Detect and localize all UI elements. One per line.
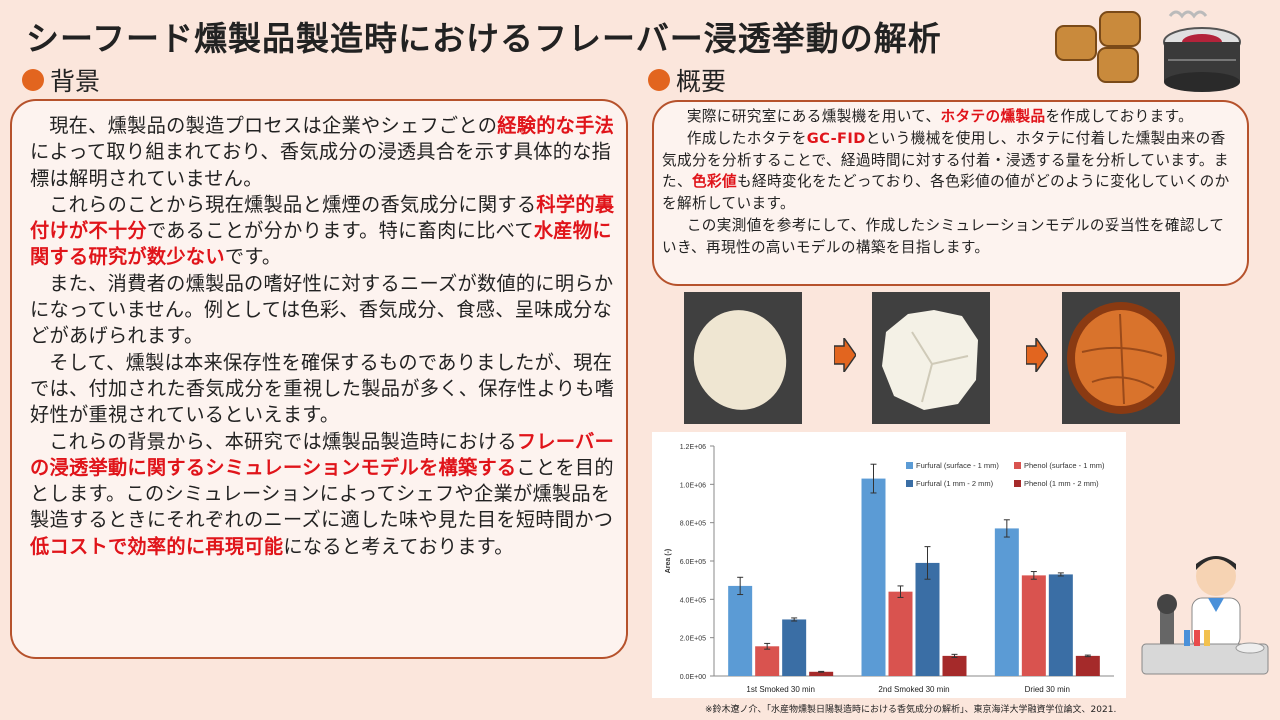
emphasized-text: 科学的裏付けが不十分 — [30, 192, 615, 243]
text-segment: 実際に研究室にある燻製機を用いて、 — [686, 108, 941, 125]
legend-swatch — [1014, 480, 1021, 487]
background-heading: 背景 — [22, 62, 100, 98]
smoker-pot-icon — [1163, 10, 1241, 92]
chart-svg: 0.0E+00 2.0E+05 4.0E+05 6.0E+05 8.0E+05 1.0E+… — [665, 444, 1114, 694]
y-axis-label: Area (-) — [665, 549, 672, 574]
paragraph: また、消費者の燻製品の嗜好性に対するニーズが数値的に明らかになっていません。例と… — [30, 271, 616, 350]
text-segment: を作成しております。 — [1045, 108, 1194, 125]
y-tick-label: 8.0E+05 — [680, 521, 706, 528]
emphasized-text: 水産物に関する研究が数少ない — [30, 219, 612, 269]
text-segment: 現在、燻製品の製造プロセスは企業やシェフごとの — [49, 114, 498, 137]
overview-heading: 概要 — [648, 62, 726, 98]
area-bar-chart: 0.0E+00 2.0E+05 4.0E+05 6.0E+05 8.0E+05 1.0E+… — [652, 432, 1126, 698]
legend-swatch — [906, 480, 913, 487]
paragraph: これらのことから現在燻製品と燻煙の香気成分に関する科学的裏付けが不十分であること… — [30, 192, 616, 271]
bar — [915, 562, 940, 676]
emphasized-text: 低コストで効率的に再現可能 — [30, 534, 284, 558]
x-tick-label: 2nd Smoked 30 min — [878, 685, 949, 694]
bar — [1021, 575, 1046, 676]
bar — [1075, 655, 1100, 676]
bar — [942, 655, 967, 676]
arrow-right-icon — [834, 338, 856, 372]
text-segment: 作成したホタテを — [686, 129, 807, 147]
smoked-food-illustration — [1055, 10, 1241, 92]
smoked-scallop-image — [1062, 292, 1180, 424]
legend-entry: Furfural (1 mm - 2 mm) — [916, 479, 994, 488]
text-segment: という機械を使用し、ホタテに付着した燻製由来の香気成分を分析することで、経過時間… — [662, 129, 1229, 191]
legend-swatch — [906, 462, 913, 469]
scientist-illustration — [1141, 556, 1269, 675]
y-tick-label: 1.0E+06 — [680, 482, 706, 489]
bullet-dot — [22, 69, 44, 91]
x-tick-label: 1st Smoked 30 min — [746, 685, 814, 694]
text-segment: ことを目的とします。このシミュレーションによってシェフや企業が燻製品を製造すると… — [30, 455, 614, 532]
raw-scallop-photo — [684, 292, 802, 424]
bar — [994, 528, 1019, 676]
background-heading-label: 背景 — [50, 67, 101, 96]
bar — [782, 619, 807, 676]
paragraph: これらの背景から、本研究では燻製品製造時におけるフレーバーの浸透挙動に関するシミ… — [30, 429, 616, 560]
bar — [809, 671, 834, 676]
text-segment: です。 — [224, 245, 282, 269]
bar — [861, 478, 886, 676]
steamed-scallop-image — [872, 292, 990, 424]
text-segment: これらのことから現在燻製品と燻煙の香気成分に関する — [49, 192, 537, 216]
paragraph: 実際に研究室にある燻製機を用いて、ホタテの燻製品を作成しております。 — [662, 106, 1237, 128]
legend-entry: Furfural (surface - 1 mm) — [916, 461, 999, 470]
text-segment: になると考えております。 — [283, 534, 514, 558]
smoked-scallop-photo — [1062, 292, 1180, 424]
text-segment: そして、燻製は本来保存性を確保するものでありましたが、現在では、付加された香気成… — [30, 350, 615, 427]
bar — [1048, 574, 1073, 676]
x-tick-label: Dried 30 min — [1025, 685, 1070, 694]
text-segment: また、消費者の燻製品の嗜好性に対するニーズが数値的に明らかになっていません。例と… — [30, 271, 614, 348]
y-tick-label: 4.0E+05 — [680, 597, 706, 604]
background-text-box: 現在、燻製品の製造プロセスは企業やシェフごとの経験的な手法によって取り組まれてお… — [10, 99, 628, 659]
bar — [888, 591, 913, 676]
paragraph: 現在、燻製品の製造プロセスは企業やシェフごとの経験的な手法によって取り組まれてお… — [30, 113, 616, 192]
overview-heading-label: 概要 — [676, 67, 727, 96]
bar — [728, 585, 753, 676]
paragraph: 作成したホタテをGC-FIDという機械を使用し、ホタテに付着した燻製由来の香気成… — [662, 128, 1237, 215]
y-tick-label: 1.2E+06 — [680, 444, 706, 451]
emphasized-text: 経験的な手法 — [497, 114, 615, 137]
text-segment: によって取り組まれており、香気成分の浸透具合を示す具体的な指標は解明されていませ… — [30, 140, 612, 190]
text-segment: これらの背景から、本研究では燻製品製造時における — [49, 429, 517, 453]
scallop-cake-icon — [1055, 11, 1141, 83]
bullet-dot — [648, 69, 670, 91]
emphasized-text: GC-FID — [806, 129, 866, 147]
arrow-right-icon — [1026, 338, 1048, 372]
text-segment: この実測値を参考にして、作成したシミュレーションモデルの妥当性を確認していき、再… — [662, 216, 1225, 256]
emphasized-text: フレーバーの浸透挙動に関するシミュレーションモデルを構築する — [30, 429, 615, 479]
overview-text-box: 実際に研究室にある燻製機を用いて、ホタテの燻製品を作成しております。 作成したホタ… — [652, 100, 1249, 286]
raw-scallop-image — [684, 292, 802, 424]
text-segment: であることが分かります。特に畜肉に比べて — [146, 219, 534, 243]
y-tick-label: 2.0E+05 — [680, 636, 706, 643]
citation-footnote: ※鈴木遼ノ介、「水産物燻製日陽製造時における香気成分の解析」、東京海洋大学融資学… — [705, 705, 1117, 715]
y-tick-label: 6.0E+05 — [680, 559, 706, 566]
paragraph: そして、燻製は本来保存性を確保するものでありましたが、現在では、付加された香気成… — [30, 350, 616, 429]
paragraph: この実測値を参考にして、作成したシミュレーションモデルの妥当性を確認していき、再… — [662, 215, 1237, 259]
page-title: シーフード燻製品製造時におけるフレーバー浸透挙動の解析 — [26, 19, 942, 58]
text-segment: も経時変化をたどっており、各色彩値の値がどのように変化していくのかを解析していま… — [662, 173, 1230, 213]
legend-entry: Phenol (surface - 1 mm) — [1024, 461, 1105, 470]
emphasized-text: ホタテの燻製品 — [940, 108, 1046, 125]
legend-entry: Phenol (1 mm - 2 mm) — [1024, 479, 1099, 488]
emphasized-text: 色彩値 — [692, 173, 737, 191]
bar — [755, 646, 780, 676]
legend-swatch — [1014, 462, 1021, 469]
steamed-scallop-photo — [872, 292, 990, 424]
y-tick-label: 0.0E+00 — [680, 674, 706, 681]
